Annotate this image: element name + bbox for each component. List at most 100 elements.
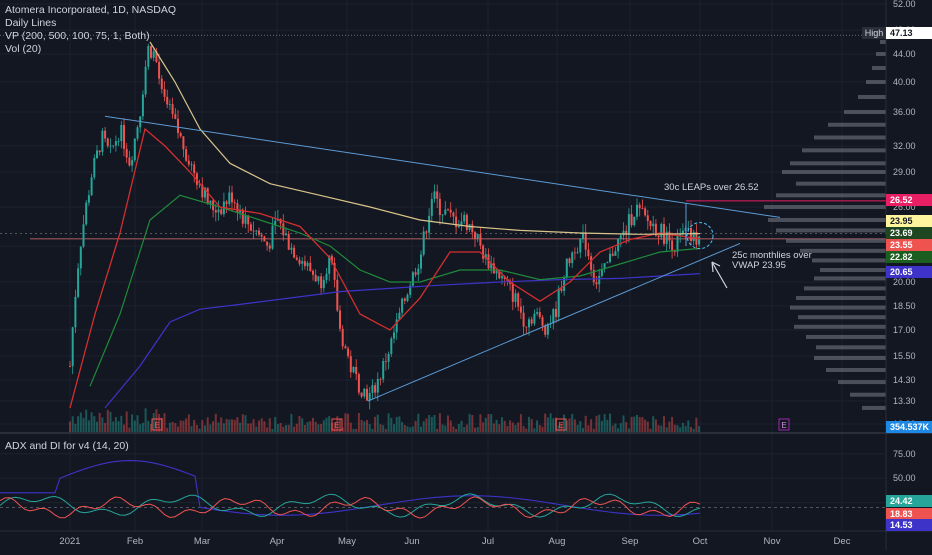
candle-body [568,258,571,264]
earnings-box [778,418,790,431]
candle-body [495,270,498,274]
volume-bars [69,408,701,432]
volume-bar [255,426,258,432]
volume-bar [487,414,490,432]
volume-bar [568,418,571,432]
candle-body [603,263,606,270]
time-tick-label: Dec [834,536,851,547]
candle-body [482,245,485,259]
candle-body [557,288,560,317]
candle-body [260,234,263,237]
volume-bar [530,419,533,432]
volume-bar [425,418,428,432]
volume-bar [77,416,80,432]
grid-lines [0,0,886,531]
volume-bar [652,416,655,432]
volume-bar [576,424,579,432]
volume-bar [622,415,625,432]
adx-legend[interactable]: ADX and DI for v4 (14, 20) [5,440,129,452]
price-label-text: 23.55 [890,240,913,250]
volume-bar [352,428,355,432]
price-label-box [886,239,932,251]
volume-bar [376,414,379,432]
volume-bar [563,414,566,432]
volume-profile-bar [872,66,886,70]
volume-bar [598,414,601,432]
candle-body [595,282,598,285]
volume-profile-bar [820,268,886,272]
candle-body [198,184,201,186]
price-label: 20.65 [886,266,932,278]
volume-profile-bar [796,296,886,300]
indicator-volume[interactable]: Vol (20) [5,43,42,55]
highlight-circle [686,222,714,250]
candle-body [522,312,525,327]
price-label-text: 23.69 [890,228,913,238]
volume-bar [482,422,485,432]
candle-body [646,215,649,222]
indicator-daily-lines[interactable]: Daily Lines [5,17,57,29]
candle-body [403,298,406,301]
volume-bar [98,412,101,432]
candle-body [544,325,547,335]
candle-body [344,346,347,349]
volume-bar [347,413,350,432]
volume-bar [430,416,433,432]
candle-body [255,230,258,232]
volume-bar [636,414,638,432]
volume-bar [182,420,185,432]
price-tick-label: 44.00 [893,49,916,59]
earnings-marker: E [331,418,343,431]
volume-bar [147,420,150,432]
volume-profile-bar [790,161,886,166]
candle-body [668,231,671,241]
candle-body [436,191,439,199]
candle-body [201,184,204,198]
candle-body [541,317,544,326]
candle-body [69,366,71,367]
candle-body [687,228,690,229]
price-label-text: 26.52 [890,195,913,205]
volume-bar [328,416,331,432]
volume-profile-bar [876,52,886,56]
volume-bar [190,426,193,432]
annotation-leaps: 30c LEAPs over 26.52 [664,182,759,193]
volume-bar [201,420,204,432]
candle-body [258,230,260,235]
candle-body [600,269,603,276]
candle-body [681,230,684,235]
candle-body [77,268,80,297]
volume-bar [387,413,390,432]
candle-body [182,136,185,150]
candle-body [692,231,695,242]
candle-body [317,276,320,282]
volume-bar [633,416,636,432]
volume-profile-bar [826,368,886,372]
candle-body [384,361,387,362]
volume-bar [271,428,274,432]
volume-bar [209,424,212,432]
candle-body [155,51,158,62]
candle-body [190,164,193,166]
candle-body [123,125,125,149]
volume-bar [290,413,293,432]
vwap-line [149,41,701,235]
price-label-box [886,251,932,263]
adx-value-text: 24.42 [890,496,913,506]
candle-body [268,245,271,249]
indicator-volume-profile[interactable]: VP (200, 500, 100, 75, 1, Both) [5,30,150,42]
candle-body [528,319,530,328]
volume-bar [133,420,136,432]
volume-profile-bar [790,305,886,310]
volume-profile-bar [794,324,886,329]
volume-bar [649,428,652,432]
earnings-letter: E [781,421,786,430]
volume-bar [619,423,622,432]
volume-bar [239,422,242,432]
candle-body [441,214,444,216]
volume-bar [393,424,395,432]
symbol-title[interactable]: Atomera Incorporated, 1D, NASDAQ [5,4,176,16]
volume-bar [460,420,463,432]
